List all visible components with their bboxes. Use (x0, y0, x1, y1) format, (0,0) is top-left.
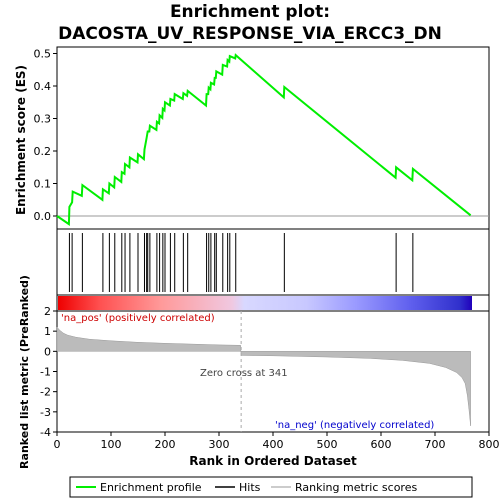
rank-tick-label: -2 (40, 386, 51, 399)
rank-y-axis-label: Ranked list metric (PreRanked) (18, 275, 31, 469)
es-tick-label: 0.0 (34, 210, 52, 223)
rank-tick-label: 1 (44, 325, 51, 338)
legend-ranking-label: Ranking metric scores (295, 481, 417, 494)
zero-cross-label: Zero cross at 341 (200, 368, 288, 379)
rank-tick-label: -1 (40, 366, 51, 379)
chart-title-line2: DACOSTA_UV_RESPONSE_VIA_ERCC3_DN (58, 24, 442, 44)
es-panel (56, 46, 490, 230)
legend: Enrichment profile Hits Ranking metric s… (69, 476, 473, 498)
x-tick-label: 0 (54, 438, 61, 451)
es-y-axis: 0.0 0.1 0.2 0.3 0.4 0.5 (34, 48, 57, 223)
hits-panel (56, 228, 490, 296)
rank-panel (56, 310, 490, 433)
rank-y-axis: 2 1 0 -1 -2 -3 -4 (40, 305, 57, 439)
enrichment-profile-line (56, 53, 472, 226)
x-tick-label: 700 (425, 438, 446, 451)
x-axis-label: Rank in Ordered Dataset (189, 454, 357, 468)
legend-enrichment-label: Enrichment profile (100, 481, 202, 494)
x-tick-label: 100 (101, 438, 122, 451)
pos-correlated-label: 'na_pos' (positively correlated) (61, 313, 215, 324)
rank-tick-label: 2 (44, 305, 51, 318)
es-tick-label: 0.3 (34, 113, 52, 126)
es-tick-label: 0.4 (34, 80, 52, 93)
rank-tick-label: -4 (40, 426, 51, 439)
x-tick-label: 400 (263, 438, 284, 451)
ranking-color-bar (58, 296, 472, 310)
x-axis: 0 100 200 300 400 500 600 700 800 (54, 432, 500, 451)
es-tick-label: 0.2 (34, 145, 52, 158)
legend-hits-label: Hits (239, 481, 261, 494)
chart-title-line1: Enrichment plot: (170, 2, 330, 22)
x-tick-label: 300 (209, 438, 230, 451)
neg-correlated-label: 'na_neg' (negatively correlated) (275, 420, 434, 431)
x-tick-label: 800 (479, 438, 500, 451)
ranking-metric-area (56, 326, 471, 426)
hit-markers (68, 233, 414, 292)
rank-tick-label: 0 (44, 345, 51, 358)
rank-tick-label: -3 (40, 406, 51, 419)
es-tick-label: 0.1 (34, 178, 52, 191)
x-tick-label: 200 (155, 438, 176, 451)
es-y-axis-label: Enrichment score (ES) (14, 65, 28, 215)
es-tick-label: 0.5 (34, 48, 52, 61)
x-tick-label: 600 (371, 438, 392, 451)
x-tick-label: 500 (317, 438, 338, 451)
